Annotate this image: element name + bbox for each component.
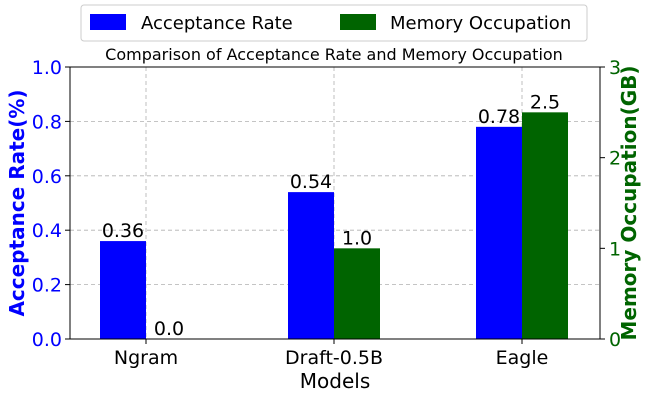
left-tick-label: 0.2	[32, 275, 62, 297]
right-axis-label: Memory Occupation(GB)	[617, 65, 641, 340]
right-tick-label: 2	[609, 148, 621, 170]
bar-labels: 0.36 0.54 0.78 0.0 1.0 2.5	[102, 91, 560, 340]
x-axis-ticks: Ngram Draft-0.5B Eagle	[114, 339, 548, 369]
legend: Acceptance Rate Memory Occupation	[80, 4, 588, 42]
bar-value-label: 0.78	[478, 106, 520, 128]
legend-swatch-memory-occupation	[340, 14, 376, 30]
bar-value-label: 1.0	[342, 227, 372, 249]
left-tick-label: 0.4	[32, 220, 62, 242]
bar-acceptance-rate	[476, 126, 522, 339]
bar-acceptance-rate	[288, 192, 334, 339]
x-axis-label: Models	[300, 369, 370, 393]
legend-label-acceptance-rate: Acceptance Rate	[141, 13, 293, 34]
right-tick-label: 0	[609, 329, 621, 351]
plot-frame	[69, 66, 601, 340]
bar-memory-occupation	[334, 248, 380, 339]
bar-acceptance-rate	[100, 241, 146, 339]
right-axis-ticks: 0 1 2 3	[600, 57, 621, 351]
x-tick-label: Ngram	[114, 347, 178, 369]
left-tick-label: 0.8	[32, 111, 62, 133]
legend-swatch-acceptance-rate	[90, 14, 126, 30]
left-axis-label: Acceptance Rate(%)	[5, 89, 29, 316]
left-tick-label: 1.0	[32, 57, 62, 79]
bar-value-label: 2.5	[530, 91, 560, 113]
left-tick-label: 0.0	[32, 329, 62, 351]
bar-memory-occupation	[522, 112, 568, 339]
bars	[100, 112, 568, 339]
right-tick-label: 3	[609, 57, 621, 79]
legend-label-memory-occupation: Memory Occupation	[390, 13, 571, 34]
bar-value-label: 0.0	[154, 318, 184, 340]
bar-value-label: 0.54	[290, 171, 332, 193]
right-tick-label: 1	[609, 238, 621, 260]
left-tick-label: 0.6	[32, 166, 62, 188]
chart-title: Comparison of Acceptance Rate and Memory…	[105, 45, 563, 64]
x-tick-label: Draft-0.5B	[285, 347, 383, 369]
bar-value-label: 0.36	[102, 220, 144, 242]
legend-frame	[80, 4, 588, 42]
left-axis-ticks: 0.0 0.2 0.4 0.6 0.8 1.0	[32, 57, 70, 351]
x-tick-label: Eagle	[496, 347, 549, 369]
